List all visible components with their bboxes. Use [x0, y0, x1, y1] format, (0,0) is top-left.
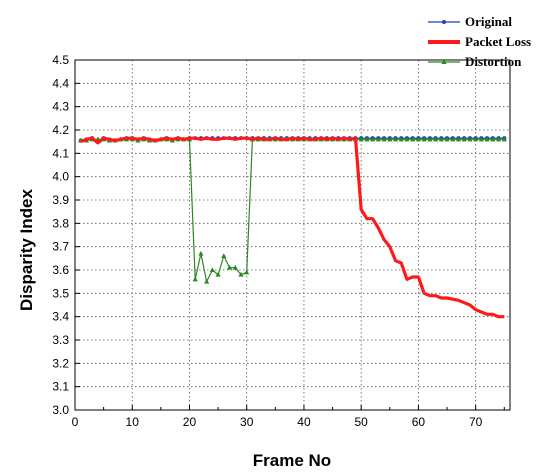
y-tick-label: 3.8: [52, 216, 69, 230]
series-distortion: [78, 136, 507, 284]
legend-label-distortion: Distortion: [465, 54, 522, 69]
distortion-point: [226, 264, 233, 270]
x-tick-label: 60: [412, 415, 426, 429]
distortion-point: [461, 136, 467, 142]
distortion-point: [392, 136, 399, 142]
distortion-point: [244, 269, 250, 275]
legend: Original Packet Loss Distortion: [428, 14, 531, 69]
distortion-point: [404, 136, 410, 142]
packet-loss-line: [80, 136, 505, 319]
distortion-point: [375, 136, 381, 142]
y-tick-label: 3.6: [52, 263, 69, 277]
distortion-point: [478, 136, 484, 142]
legend-label-packet-loss: Packet Loss: [465, 34, 531, 49]
distortion-point: [209, 267, 215, 272]
y-axis-title: Disparity Index: [17, 189, 36, 311]
distortion-point: [238, 271, 244, 277]
distortion-point: [421, 136, 427, 142]
legend-label-original: Original: [465, 14, 512, 29]
x-tick-label: 70: [469, 415, 483, 429]
y-tick-label: 3.4: [52, 310, 69, 324]
series-packet-loss: [80, 136, 505, 319]
series-layer: [78, 136, 507, 319]
x-tick-label: 40: [297, 415, 311, 429]
y-tick-label: 3.1: [52, 380, 69, 394]
distortion-point: [358, 136, 364, 142]
y-tick-label: 4.0: [52, 170, 69, 184]
distortion-point: [432, 136, 439, 142]
distortion-point: [364, 136, 370, 142]
distortion-point: [415, 136, 422, 142]
distortion-point: [455, 136, 462, 142]
distortion-point: [495, 136, 502, 142]
y-tick-label: 3.5: [52, 286, 69, 300]
y-tick-label: 3.0: [52, 403, 69, 417]
distortion-point: [381, 136, 387, 142]
distortion-point: [484, 136, 490, 142]
legend-original-point: [442, 20, 446, 24]
plot-frame: [74, 59, 511, 411]
grid-lines: [75, 60, 510, 410]
x-tick-label: 10: [126, 415, 140, 429]
distortion-point: [467, 136, 473, 142]
distortion-point: [490, 136, 496, 142]
distortion-point: [438, 136, 444, 142]
legend-item-distortion: Distortion: [428, 54, 522, 69]
legend-item-packet-loss: Packet Loss: [428, 34, 531, 49]
distortion-line: [80, 138, 505, 283]
distortion-point: [192, 276, 198, 282]
y-tick-label: 4.1: [52, 146, 69, 160]
distortion-point: [427, 136, 433, 142]
y-tick-label: 3.9: [52, 193, 69, 207]
x-tick-label: 30: [240, 415, 254, 429]
legend-distortion-point: [441, 59, 447, 64]
distortion-point: [204, 278, 210, 284]
distortion-point: [370, 136, 376, 142]
x-tick-label: 50: [355, 415, 369, 429]
distortion-point: [473, 136, 479, 142]
x-axis: 0 10 20 30 40 50 60 70: [72, 405, 505, 429]
y-tick-label: 3.3: [52, 333, 69, 347]
y-tick-label: 3.7: [52, 240, 69, 254]
distortion-point: [410, 136, 416, 142]
y-tick-label: 4.3: [52, 100, 69, 114]
distortion-point: [450, 136, 456, 142]
y-tick-label: 4.2: [52, 123, 69, 137]
distortion-point: [444, 136, 450, 142]
distortion-point: [198, 250, 204, 256]
y-tick-label: 3.2: [52, 356, 69, 370]
x-axis-title: Frame No: [253, 451, 331, 470]
distortion-point: [501, 136, 507, 142]
y-tick-label: 4.4: [52, 76, 69, 90]
y-tick-label: 4.5: [52, 53, 69, 67]
y-axis: 3.0 3.1 3.2 3.3 3.4 3.5 3.6 3.7 3.8 3.9 4.0 4.1 4.2 4…: [52, 53, 80, 417]
distortion-point: [215, 271, 221, 277]
x-tick-label: 0: [72, 415, 79, 429]
x-tick-label: 20: [183, 415, 197, 429]
distortion-point: [232, 264, 238, 270]
distortion-point: [398, 136, 404, 142]
distortion-point: [387, 136, 393, 142]
legend-item-original: Original: [428, 14, 512, 29]
distortion-point: [221, 253, 227, 258]
